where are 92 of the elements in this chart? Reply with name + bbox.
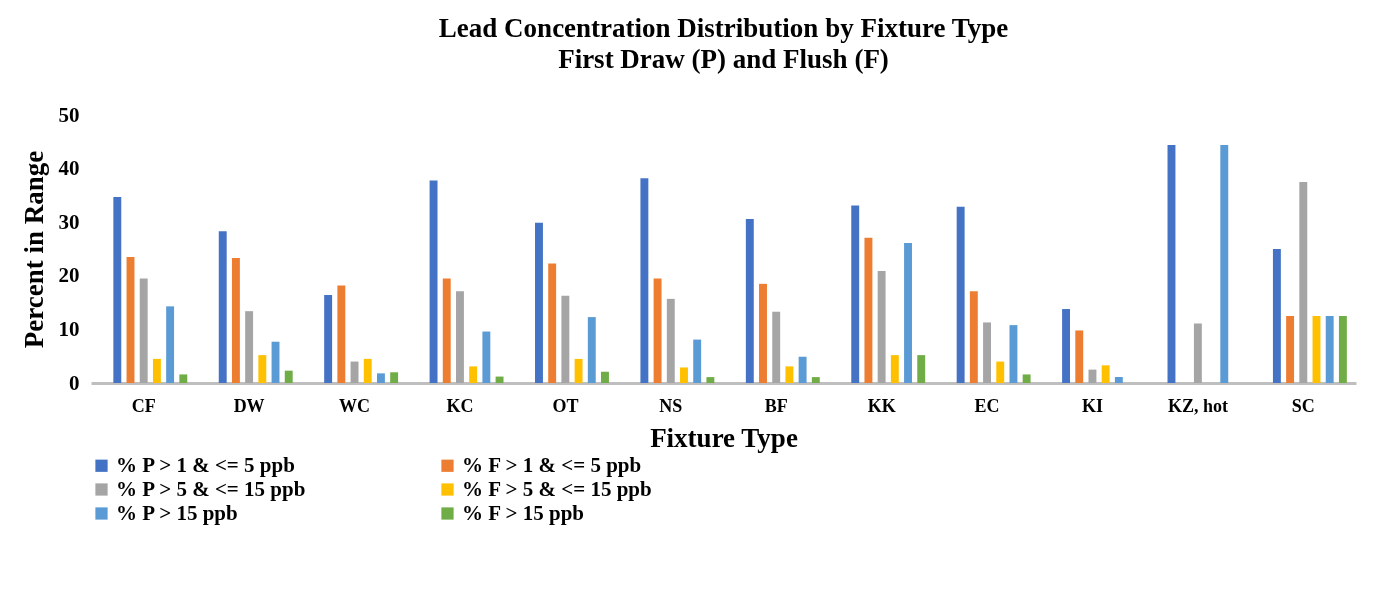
bar <box>851 205 860 383</box>
x-tick-label: EC <box>974 395 1000 416</box>
x-tick-label: OT <box>552 395 579 416</box>
bar <box>1022 374 1031 383</box>
bar <box>179 374 188 383</box>
bar <box>548 263 557 383</box>
bar <box>864 237 873 383</box>
bar <box>706 377 715 383</box>
legend-label: % F > 15 ppb <box>462 500 585 525</box>
bar <box>772 311 781 383</box>
bar <box>482 331 491 383</box>
y-tick-label: 50 <box>58 102 80 127</box>
x-tick-label: WC <box>339 395 371 416</box>
bar <box>1325 316 1334 383</box>
bar <box>996 361 1005 383</box>
y-axis-title: Percent in Range <box>18 150 49 349</box>
x-tick-label: KZ, hot <box>1167 395 1228 416</box>
bar <box>1114 377 1123 383</box>
legend-label: % P > 15 ppb <box>116 500 238 525</box>
x-tick-label: NS <box>659 395 683 416</box>
bar <box>983 322 991 383</box>
bar <box>798 356 807 383</box>
bar <box>442 278 451 383</box>
bar <box>376 373 385 383</box>
bar <box>495 376 504 383</box>
y-tick-label: 0 <box>69 370 80 395</box>
bar <box>693 339 702 383</box>
chart-subtitle: First Draw (P) and Flush (F) <box>558 44 889 74</box>
bar <box>139 278 148 383</box>
legend-label: % P > 5 & <= 15 ppb <box>116 476 306 501</box>
bar <box>429 180 438 383</box>
x-tick-label: SC <box>1291 395 1315 416</box>
bar <box>456 291 464 383</box>
bar <box>574 358 583 383</box>
bar <box>1338 316 1347 383</box>
legend-label: % F > 5 & <= 15 ppb <box>462 476 652 501</box>
bar <box>113 197 122 383</box>
bar <box>666 298 675 383</box>
bar <box>811 377 820 383</box>
bar <box>785 366 794 383</box>
bar <box>218 231 227 383</box>
bar <box>245 311 254 383</box>
y-tick-label: 10 <box>58 316 80 341</box>
bar <box>745 218 754 383</box>
x-axis-title: Fixture Type <box>650 422 798 453</box>
bar <box>1075 330 1084 383</box>
x-tick-label: CF <box>131 395 156 416</box>
legend-label: % P > 1 & <= 5 ppb <box>116 452 295 477</box>
bar <box>284 370 293 383</box>
bar <box>653 278 662 383</box>
bar <box>877 270 886 383</box>
y-tick-label: 20 <box>58 263 80 288</box>
x-tick-label: BF <box>764 395 788 416</box>
bar <box>640 178 649 383</box>
bar <box>363 358 372 383</box>
x-tick-label: KK <box>867 395 896 416</box>
bar <box>258 355 267 383</box>
bar <box>956 206 965 383</box>
bar <box>759 283 767 383</box>
bar <box>152 358 161 383</box>
x-tick-label: KI <box>1081 395 1103 416</box>
y-tick-label: 30 <box>58 209 80 234</box>
y-tick-label: 40 <box>58 156 80 181</box>
bar <box>231 258 240 383</box>
bar <box>904 243 912 383</box>
bar <box>890 355 899 383</box>
x-tick-label: DW <box>233 395 265 416</box>
bar <box>1220 145 1229 383</box>
bar <box>1101 365 1110 383</box>
bar <box>1272 249 1281 383</box>
x-tick-label: KC <box>446 395 474 416</box>
bar <box>1193 323 1202 383</box>
bar <box>917 355 926 383</box>
bar <box>587 317 596 383</box>
bar <box>969 291 978 383</box>
bar <box>1088 369 1097 383</box>
bar <box>680 367 688 383</box>
bar <box>1286 316 1295 383</box>
chart-title: Lead Concentration Distribution by Fixture Type <box>438 13 1009 43</box>
bar <box>535 222 543 383</box>
bar <box>601 371 609 383</box>
bar <box>1009 325 1018 383</box>
bar <box>350 361 359 383</box>
bar <box>390 372 399 383</box>
legend-label: % F > 1 & <= 5 ppb <box>462 452 642 477</box>
bar <box>469 366 478 383</box>
bar <box>1299 182 1308 383</box>
bar <box>324 295 333 383</box>
bar <box>561 295 570 383</box>
bar <box>1062 309 1071 383</box>
bar <box>337 285 346 383</box>
bar <box>166 306 175 383</box>
